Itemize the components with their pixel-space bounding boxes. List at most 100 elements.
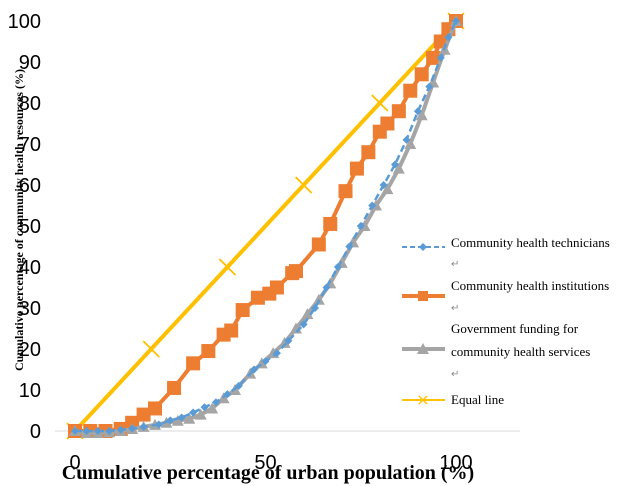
data-point	[322, 283, 331, 292]
data-point	[171, 414, 184, 426]
data-point	[206, 402, 219, 414]
data-point	[177, 413, 186, 422]
series-square	[68, 14, 463, 438]
data-point	[166, 416, 175, 425]
x-axis-title: Cumulative percentage of urban populatio…	[62, 462, 474, 484]
y-axis-ticks: 0 10 20 30 40 50 60 70 80 90 100	[8, 11, 41, 443]
data-point	[224, 323, 239, 338]
x-axis-ticks: 0 50 100	[69, 452, 472, 474]
data-point	[323, 216, 338, 231]
data-point	[194, 408, 207, 420]
data-point	[371, 94, 389, 112]
data-point	[425, 82, 434, 91]
data-point	[452, 17, 460, 25]
data-point	[154, 420, 163, 429]
data-point	[183, 412, 196, 424]
data-point	[436, 53, 445, 62]
legend-item-technicians: Community health technicians ↵	[402, 235, 610, 270]
data-point	[356, 222, 365, 230]
x-tick-label: 0	[69, 452, 80, 474]
data-point	[93, 427, 102, 435]
data-point	[349, 161, 364, 176]
data-point	[82, 427, 91, 435]
pilcrow-mark: ↵	[451, 259, 459, 270]
data-point	[391, 104, 406, 119]
data-point	[380, 116, 395, 131]
y-tick-label: 100	[8, 11, 41, 33]
y-tick-label: 30	[19, 298, 41, 320]
data-point	[311, 237, 326, 252]
y-tick-label: 10	[19, 380, 41, 402]
data-point	[379, 181, 388, 189]
y-tick-label: 90	[19, 52, 41, 74]
legend-label-equal-line: Equal line	[451, 392, 504, 407]
data-point	[200, 403, 209, 412]
data-point	[392, 162, 405, 174]
plot-series	[66, 12, 465, 440]
data-point	[299, 320, 308, 329]
data-point	[294, 176, 313, 194]
y-tick-label: 0	[30, 421, 41, 443]
data-point	[105, 427, 114, 435]
data-point	[148, 401, 163, 416]
data-point	[444, 33, 453, 42]
data-point	[288, 264, 303, 279]
data-point	[250, 290, 265, 305]
data-point	[218, 258, 237, 276]
data-point	[391, 160, 400, 169]
data-point	[167, 380, 182, 395]
legend-marker-government-funding	[417, 343, 429, 354]
data-point	[136, 407, 151, 422]
data-point	[272, 349, 281, 358]
data-point	[333, 263, 342, 271]
y-tick-label: 40	[19, 257, 41, 279]
data-point	[301, 308, 314, 320]
data-point	[201, 344, 216, 359]
data-point	[223, 390, 232, 399]
y-tick-label: 20	[19, 339, 41, 361]
x-tick-label: 100	[439, 452, 472, 474]
data-point	[278, 336, 291, 348]
y-tick-label: 80	[19, 93, 41, 115]
series-x	[66, 12, 465, 440]
data-point	[269, 280, 284, 295]
legend-item-equal-line: Equal line	[402, 392, 504, 407]
data-point	[139, 422, 148, 431]
data-point	[381, 183, 394, 195]
data-point	[414, 67, 429, 82]
data-point	[250, 365, 259, 374]
y-tick-label: 70	[19, 134, 41, 156]
data-point	[415, 109, 428, 121]
data-point	[284, 336, 293, 345]
data-point	[402, 135, 411, 144]
series-line	[74, 20, 458, 436]
series-line	[73, 19, 458, 433]
data-point	[361, 145, 376, 160]
legend-marker-equal	[418, 395, 428, 405]
data-point	[345, 242, 354, 251]
data-point	[404, 138, 417, 149]
data-point	[311, 304, 320, 312]
legend-item-government-funding: Government funding for community health …	[402, 321, 590, 380]
legend-label-institutions: Community health institutions	[451, 278, 609, 293]
legend-marker-technicians	[419, 243, 427, 251]
data-point	[235, 303, 250, 318]
data-point	[403, 83, 418, 98]
data-point	[261, 357, 270, 366]
y-tick-label: 50	[19, 216, 41, 238]
legend-marker-institutions	[418, 291, 428, 301]
pilcrow-mark: ↵	[451, 369, 459, 380]
data-point	[189, 408, 198, 417]
data-point	[128, 424, 137, 433]
data-point	[368, 201, 377, 210]
data-point	[211, 398, 220, 407]
legend-item-institutions: Community health institutions ↵	[402, 278, 609, 314]
legend: Community health technicians ↵ Community…	[402, 235, 610, 407]
x-tick-label: 50	[254, 452, 276, 474]
data-point	[426, 50, 441, 65]
y-axis-title: Cumulative percentage of community healt…	[12, 69, 26, 371]
legend-label-government-funding-line1: Government funding for	[451, 321, 579, 336]
legend-label-government-funding-line2: community health services	[451, 344, 590, 359]
data-point	[116, 425, 125, 434]
